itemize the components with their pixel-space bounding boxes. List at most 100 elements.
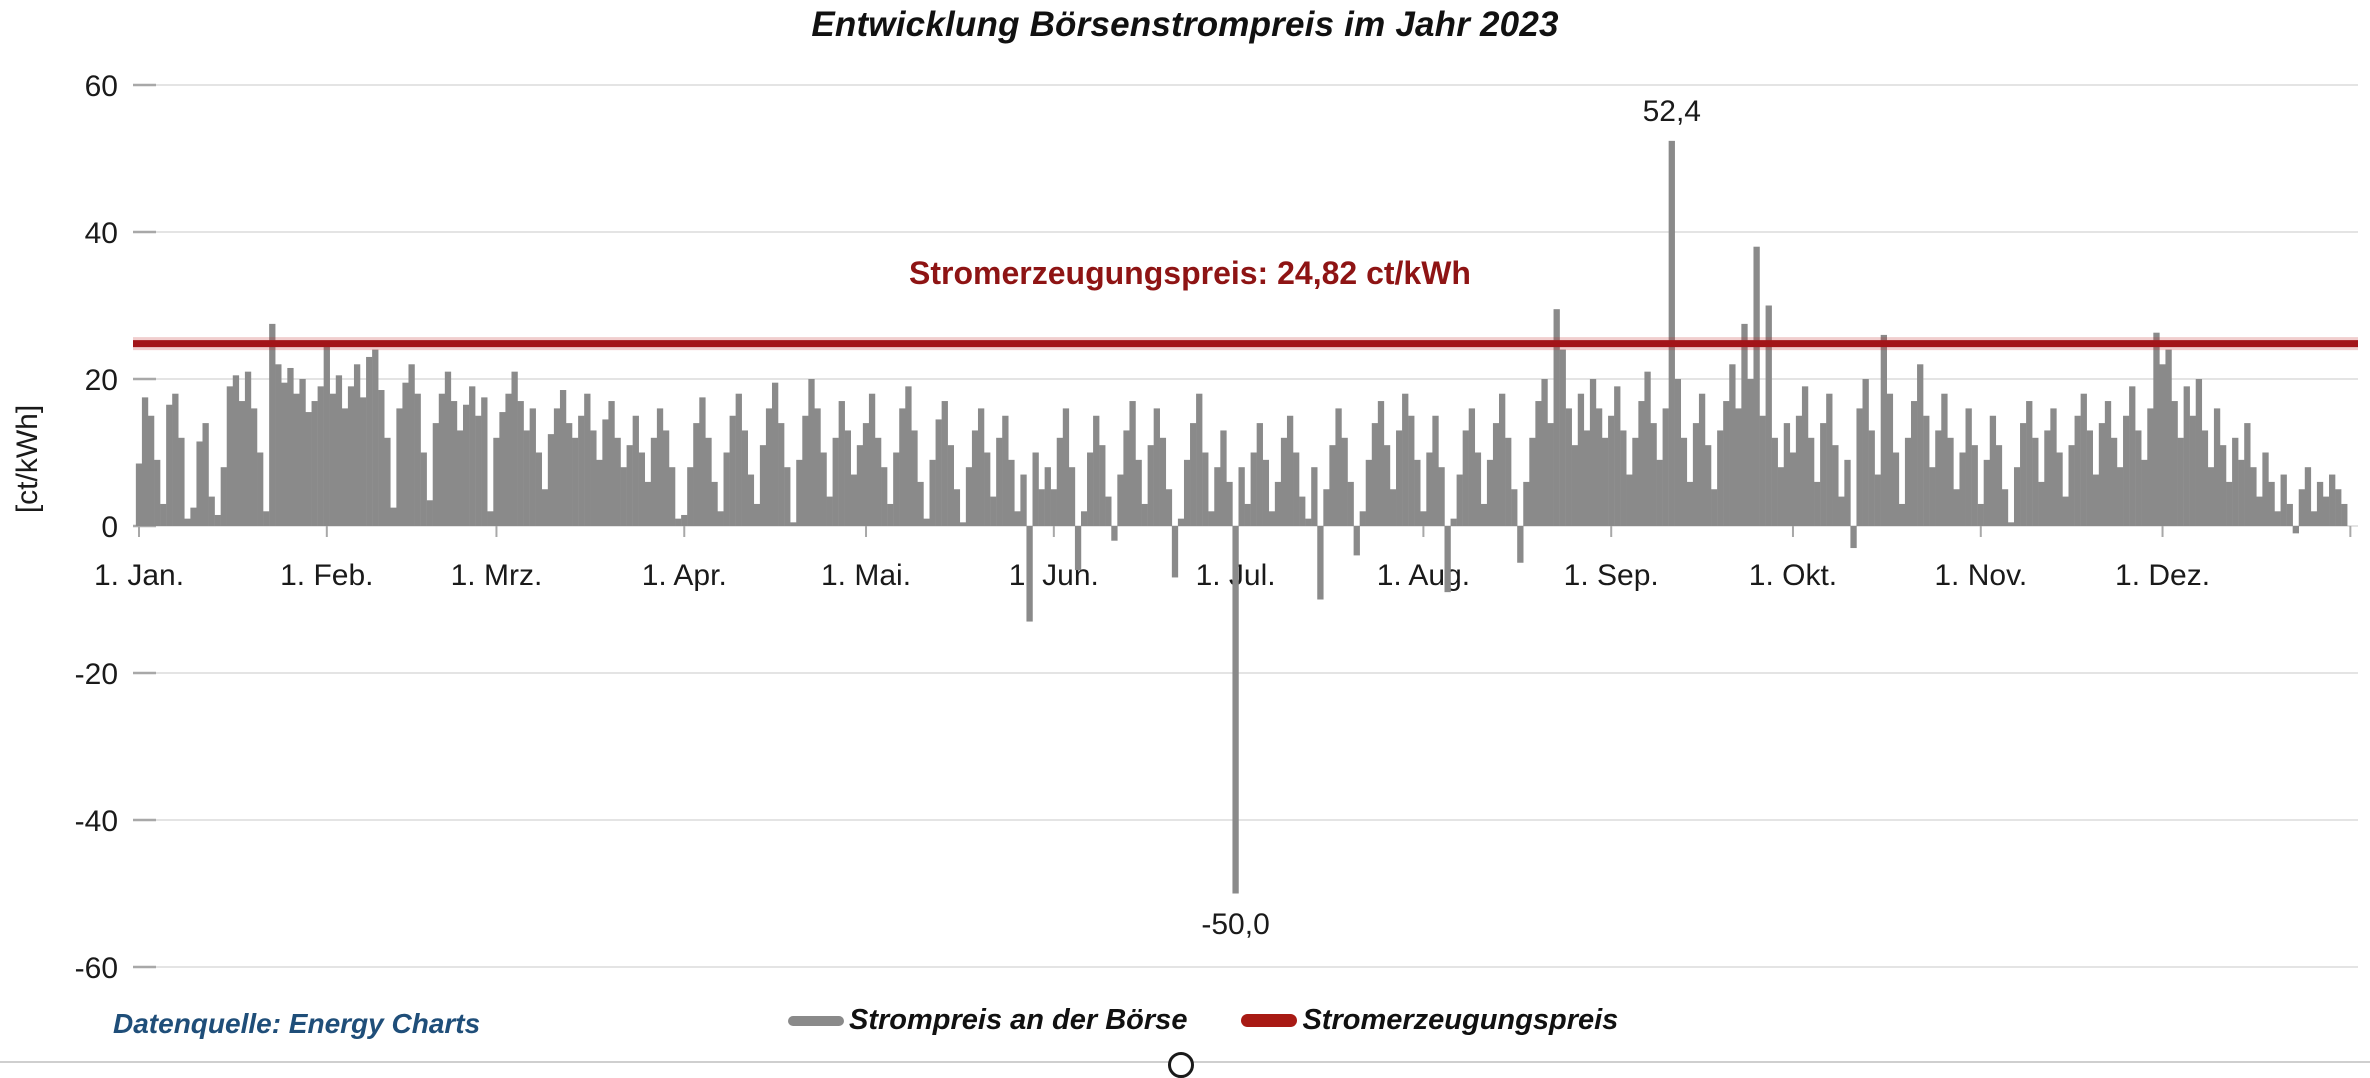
price-bar (1099, 445, 1106, 526)
price-bar (735, 393, 742, 526)
price-bar (850, 474, 858, 526)
price-bar (638, 452, 646, 526)
price-bar (2147, 408, 2154, 526)
price-bar (214, 514, 221, 526)
price-bar (1692, 423, 1700, 526)
price-bar (1232, 526, 1239, 894)
price-bar (705, 437, 712, 526)
price-bar (1844, 459, 1851, 526)
price-bar (1523, 481, 1530, 526)
price-bar (644, 481, 652, 526)
price-bar (1426, 452, 1433, 526)
price-bar (1626, 474, 1633, 526)
price-bar (281, 382, 288, 526)
resize-handle[interactable] (1168, 1052, 1194, 1078)
price-bar (438, 393, 446, 526)
price-bar (868, 393, 876, 526)
y-tick-label: 0 (101, 511, 118, 544)
price-bar (2262, 452, 2269, 526)
price-bar (1808, 437, 1815, 526)
price-bar (2171, 401, 2178, 526)
price-bar (1408, 415, 1415, 526)
price-bar (596, 459, 603, 526)
price-bar (2092, 474, 2100, 526)
price-bar (626, 445, 633, 526)
price-bar (287, 367, 294, 527)
y-tick-label: 20 (85, 364, 118, 397)
price-bar (2268, 481, 2275, 526)
price-bar (1335, 408, 1342, 526)
price-bar (529, 408, 536, 526)
price-bar (984, 452, 991, 526)
price-bar (1365, 459, 1373, 526)
price-bar (1638, 401, 1645, 526)
price-bar (2238, 459, 2245, 526)
price-bar (947, 445, 954, 526)
price-bar (844, 430, 851, 526)
legend-item-threshold: Stromerzeugungspreis (1241, 1004, 1618, 1037)
price-bar (802, 415, 809, 526)
price-bar (1129, 401, 1136, 526)
price-bar (2153, 332, 2160, 526)
price-bar (1093, 415, 1100, 526)
legend-item-series: Strompreis an der Börse (788, 1004, 1187, 1037)
price-bar (1389, 489, 1397, 526)
price-bar (681, 514, 688, 526)
price-bar (2032, 437, 2039, 526)
price-bar (2292, 526, 2299, 534)
x-tick-label: 1. Mrz. (451, 559, 543, 592)
price-bar (959, 522, 967, 526)
price-bar (2316, 481, 2324, 526)
price-bar (559, 390, 567, 526)
price-bar (1995, 445, 2003, 526)
price-bar (178, 437, 185, 526)
price-bar (517, 401, 524, 526)
price-bar (1196, 393, 1203, 526)
price-bar (1989, 415, 1997, 526)
price-bar (1674, 379, 1682, 526)
price-bar (2177, 437, 2184, 526)
price-bar (717, 511, 724, 526)
price-bar (1323, 489, 1330, 526)
price-bar (814, 408, 821, 526)
price-bar (1711, 489, 1718, 526)
price-bar (1353, 526, 1360, 556)
price-bar (2007, 522, 2015, 526)
price-bar (971, 430, 979, 526)
price-bar (2341, 503, 2348, 526)
y-tick-label: -60 (75, 952, 118, 985)
price-bar (1777, 467, 1784, 526)
price-bar (1941, 393, 1948, 526)
price-bar (675, 518, 682, 526)
price-bar (1111, 526, 1118, 541)
price-bar (390, 507, 397, 527)
price-bar (765, 408, 773, 526)
price-bar (1547, 423, 1554, 526)
price-bar (311, 401, 318, 526)
price-bar (856, 445, 864, 526)
price-bar (1826, 393, 1833, 526)
price-bar (1753, 246, 1760, 526)
price-bar (1032, 452, 1039, 526)
price-bar (1505, 437, 1512, 526)
price-bar (1244, 503, 1251, 526)
price-bar (1123, 430, 1130, 526)
x-tick-label: 1. Sep. (1564, 559, 1659, 592)
price-bar (329, 393, 337, 526)
price-bar (711, 481, 718, 526)
price-bar (147, 415, 155, 526)
price-bar (360, 397, 367, 527)
price-bar (1262, 459, 1270, 526)
price-bar (687, 467, 694, 526)
price-bar (1135, 459, 1142, 526)
price-bar (238, 401, 246, 526)
price-bar (2135, 430, 2142, 526)
price-bar (432, 423, 440, 526)
price-bar (935, 419, 942, 526)
price-bar (1274, 481, 1282, 526)
price-bar (887, 503, 894, 526)
min-value-annotation: -50,0 (1201, 907, 1270, 941)
price-bar (1074, 526, 1082, 571)
price-bar (656, 408, 664, 526)
price-bar (1517, 526, 1524, 563)
